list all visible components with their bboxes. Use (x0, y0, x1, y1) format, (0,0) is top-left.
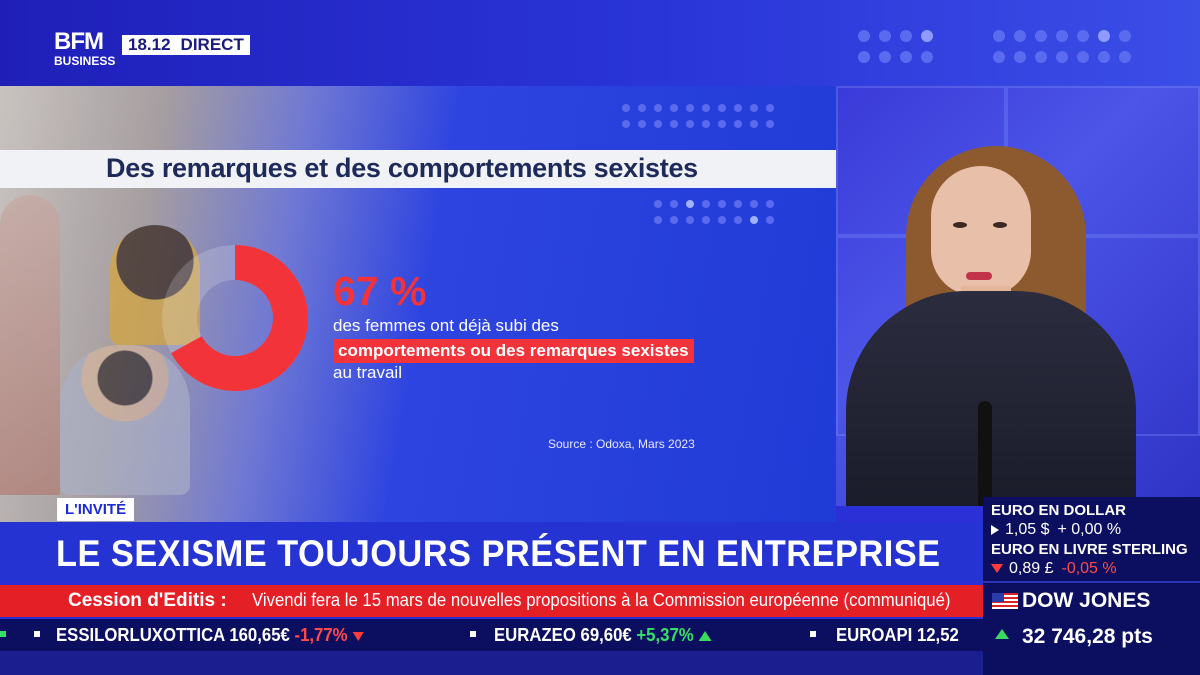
guest-tag: L'INVITÉ (57, 498, 135, 521)
guest-mouth (966, 272, 992, 280)
top-bar: BFM BUSINESS 18.12 DIRECT (0, 0, 1200, 86)
stat-text-line1: des femmes ont déjà subi des (333, 316, 559, 335)
infographic-title-band: Des remarques et des comportements sexis… (0, 150, 836, 188)
stat-highlight: comportements ou des remarques sexistes (333, 339, 694, 363)
channel-logo: BFM BUSINESS (54, 28, 116, 68)
index-value: 32 746,28 pts (1022, 625, 1153, 648)
arrow-right-icon (991, 524, 999, 535)
market-panel: EURO EN DOLLAR 1,05 $ + 0,00 % EURO EN LI… (983, 497, 1200, 675)
market-divider (983, 581, 1200, 583)
decorative-dots (993, 30, 1131, 63)
logo-sub: BUSINESS (54, 54, 116, 68)
stat-text-line3: au travail (333, 363, 402, 382)
fx1-title: EURO EN DOLLAR (991, 502, 1126, 519)
logo-main: BFM (54, 28, 104, 55)
fx2-row: 0,89 £ -0,05 % (991, 560, 1117, 578)
us-flag-icon (992, 593, 1018, 609)
index-name: DOW JONES (1022, 589, 1151, 612)
background-figure (0, 195, 60, 495)
fx1-row: 1,05 $ + 0,00 % (991, 521, 1121, 539)
ticker-item: EUROAPI 12,52 (836, 625, 959, 645)
clock-live-box: 18.12 DIRECT (122, 35, 250, 55)
background-figure (110, 225, 200, 345)
bottom-strip (0, 651, 983, 675)
clock-time: 18.12 (128, 35, 171, 54)
ticker-item: EURAZEO 69,60€ +5,37% (494, 625, 717, 646)
background-figure (60, 345, 190, 495)
arrow-down-icon (352, 631, 364, 641)
donut-value-arc (171, 245, 308, 391)
infographic-title: Des remarques et des comportements sexis… (106, 153, 698, 183)
studio-camera-view (836, 86, 1200, 506)
headline-text: LE SEXISME TOUJOURS PRÉSENT EN ENTREPRIS… (56, 533, 941, 574)
ticker-item: ESSILORLUXOTTICA 160,65€ -1,77% (56, 625, 369, 646)
decorative-dots (654, 200, 774, 224)
arrow-down-icon (991, 564, 1003, 574)
stat-percentage: 67 % (333, 268, 427, 314)
breaking-news-label: Cession d'Editis : (68, 590, 227, 611)
source-credit: Source : Odoxa, Mars 2023 (548, 437, 695, 451)
stock-ticker: ESSILORLUXOTTICA 160,65€ -1,77% EURAZEO … (0, 619, 983, 651)
arrow-up-icon (698, 631, 712, 642)
breaking-news-bar (0, 585, 983, 617)
decorative-dots (622, 104, 774, 128)
arrow-up-icon (995, 629, 1009, 639)
percentage-donut-chart (162, 245, 308, 391)
headline-bar (0, 522, 983, 582)
fx2-title: EURO EN LIVRE STERLING (991, 541, 1188, 558)
microphone (978, 401, 992, 506)
live-label: DIRECT (180, 35, 244, 54)
breaking-news-text: Vivendi fera le 15 mars de nouvelles pro… (252, 590, 951, 610)
decorative-dots (858, 30, 933, 63)
